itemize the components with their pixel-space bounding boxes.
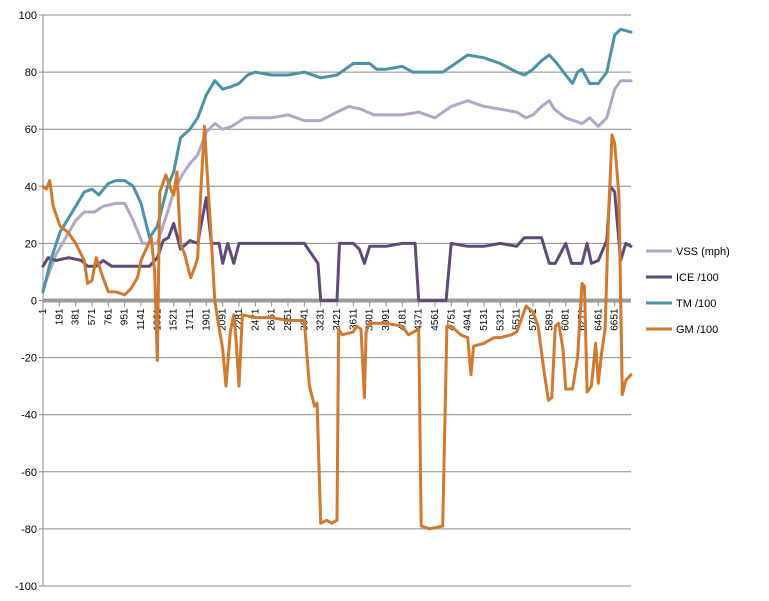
x-tick-label: 1901	[201, 308, 212, 331]
x-tick-label: 381	[71, 308, 82, 325]
x-tick-label: 3421	[332, 308, 343, 331]
x-tick-label: 4371	[414, 308, 425, 331]
series-lines	[41, 27, 633, 531]
x-tick-label: 1	[38, 308, 49, 314]
x-tick-label: 3611	[348, 308, 359, 330]
legend-label: GM /100	[676, 324, 718, 336]
x-tick-label: 6081	[561, 308, 572, 331]
x-tick-label: 761	[103, 308, 114, 325]
x-tick-label: 2661	[267, 308, 278, 331]
series-line	[41, 79, 633, 291]
x-tick-label: 1141	[136, 308, 147, 330]
y-tick-label: -40	[21, 410, 37, 422]
x-tick-label: 4751	[446, 308, 457, 331]
legend-label: VSS (mph)	[676, 246, 730, 258]
x-tick-label: 2471	[250, 308, 261, 331]
y-tick-label: 0	[31, 296, 37, 308]
y-tick-label: -20	[21, 353, 37, 365]
x-tick-label: 2091	[218, 308, 229, 331]
x-tick-label: 5511	[512, 308, 523, 330]
y-tick-label: 60	[25, 124, 37, 136]
y-tick-label: -100	[15, 581, 37, 593]
x-tick-label: 5701	[528, 308, 539, 331]
x-tick-label: 5321	[495, 308, 506, 331]
legend-label: ICE /100	[676, 272, 719, 284]
x-tick-label: 1521	[169, 308, 180, 331]
legend: VSS (mph) ICE /100 TM /100 GM /100	[646, 246, 730, 336]
x-tick-label: 3801	[365, 308, 376, 331]
x-tick-label: 2281	[234, 308, 245, 331]
y-axis: -100 -80 -60 -40 -20 0 20 40 60 80 100	[15, 10, 44, 593]
x-tick-label: 4561	[430, 308, 441, 331]
x-tick-label: 191	[54, 308, 65, 325]
y-tick-label: 40	[25, 181, 37, 193]
series-line	[41, 184, 633, 302]
y-tick-label: -60	[21, 467, 37, 479]
y-tick-label: 80	[25, 67, 37, 79]
x-tick-label: 3231	[316, 308, 327, 331]
series-line	[41, 124, 633, 531]
x-tick-label: 3991	[381, 308, 392, 331]
y-tick-label: -80	[21, 524, 37, 536]
x-tick-label: 4181	[397, 308, 408, 331]
x-tick-label: 6461	[593, 308, 604, 331]
x-tick-label: 5131	[479, 308, 490, 331]
y-tick-label: 100	[19, 10, 37, 22]
x-tick-label: 571	[87, 308, 98, 325]
legend-label: TM /100	[676, 298, 716, 310]
x-tick-label: 951	[120, 308, 131, 325]
y-tick-label: 20	[25, 238, 37, 250]
x-tick-label: 4941	[463, 308, 474, 331]
x-tick-label: 5891	[544, 308, 555, 331]
series-line	[41, 27, 633, 294]
x-tick-label: 1711	[185, 308, 196, 330]
x-tick-label: 6651	[610, 308, 621, 331]
x-tick-label: 6271	[577, 308, 588, 331]
